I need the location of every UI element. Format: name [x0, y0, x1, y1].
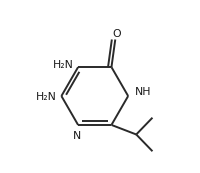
Text: N: N: [73, 131, 81, 141]
Text: H₂N: H₂N: [52, 60, 73, 70]
Text: H₂N: H₂N: [36, 92, 56, 102]
Text: NH: NH: [134, 87, 151, 97]
Text: O: O: [111, 29, 120, 39]
